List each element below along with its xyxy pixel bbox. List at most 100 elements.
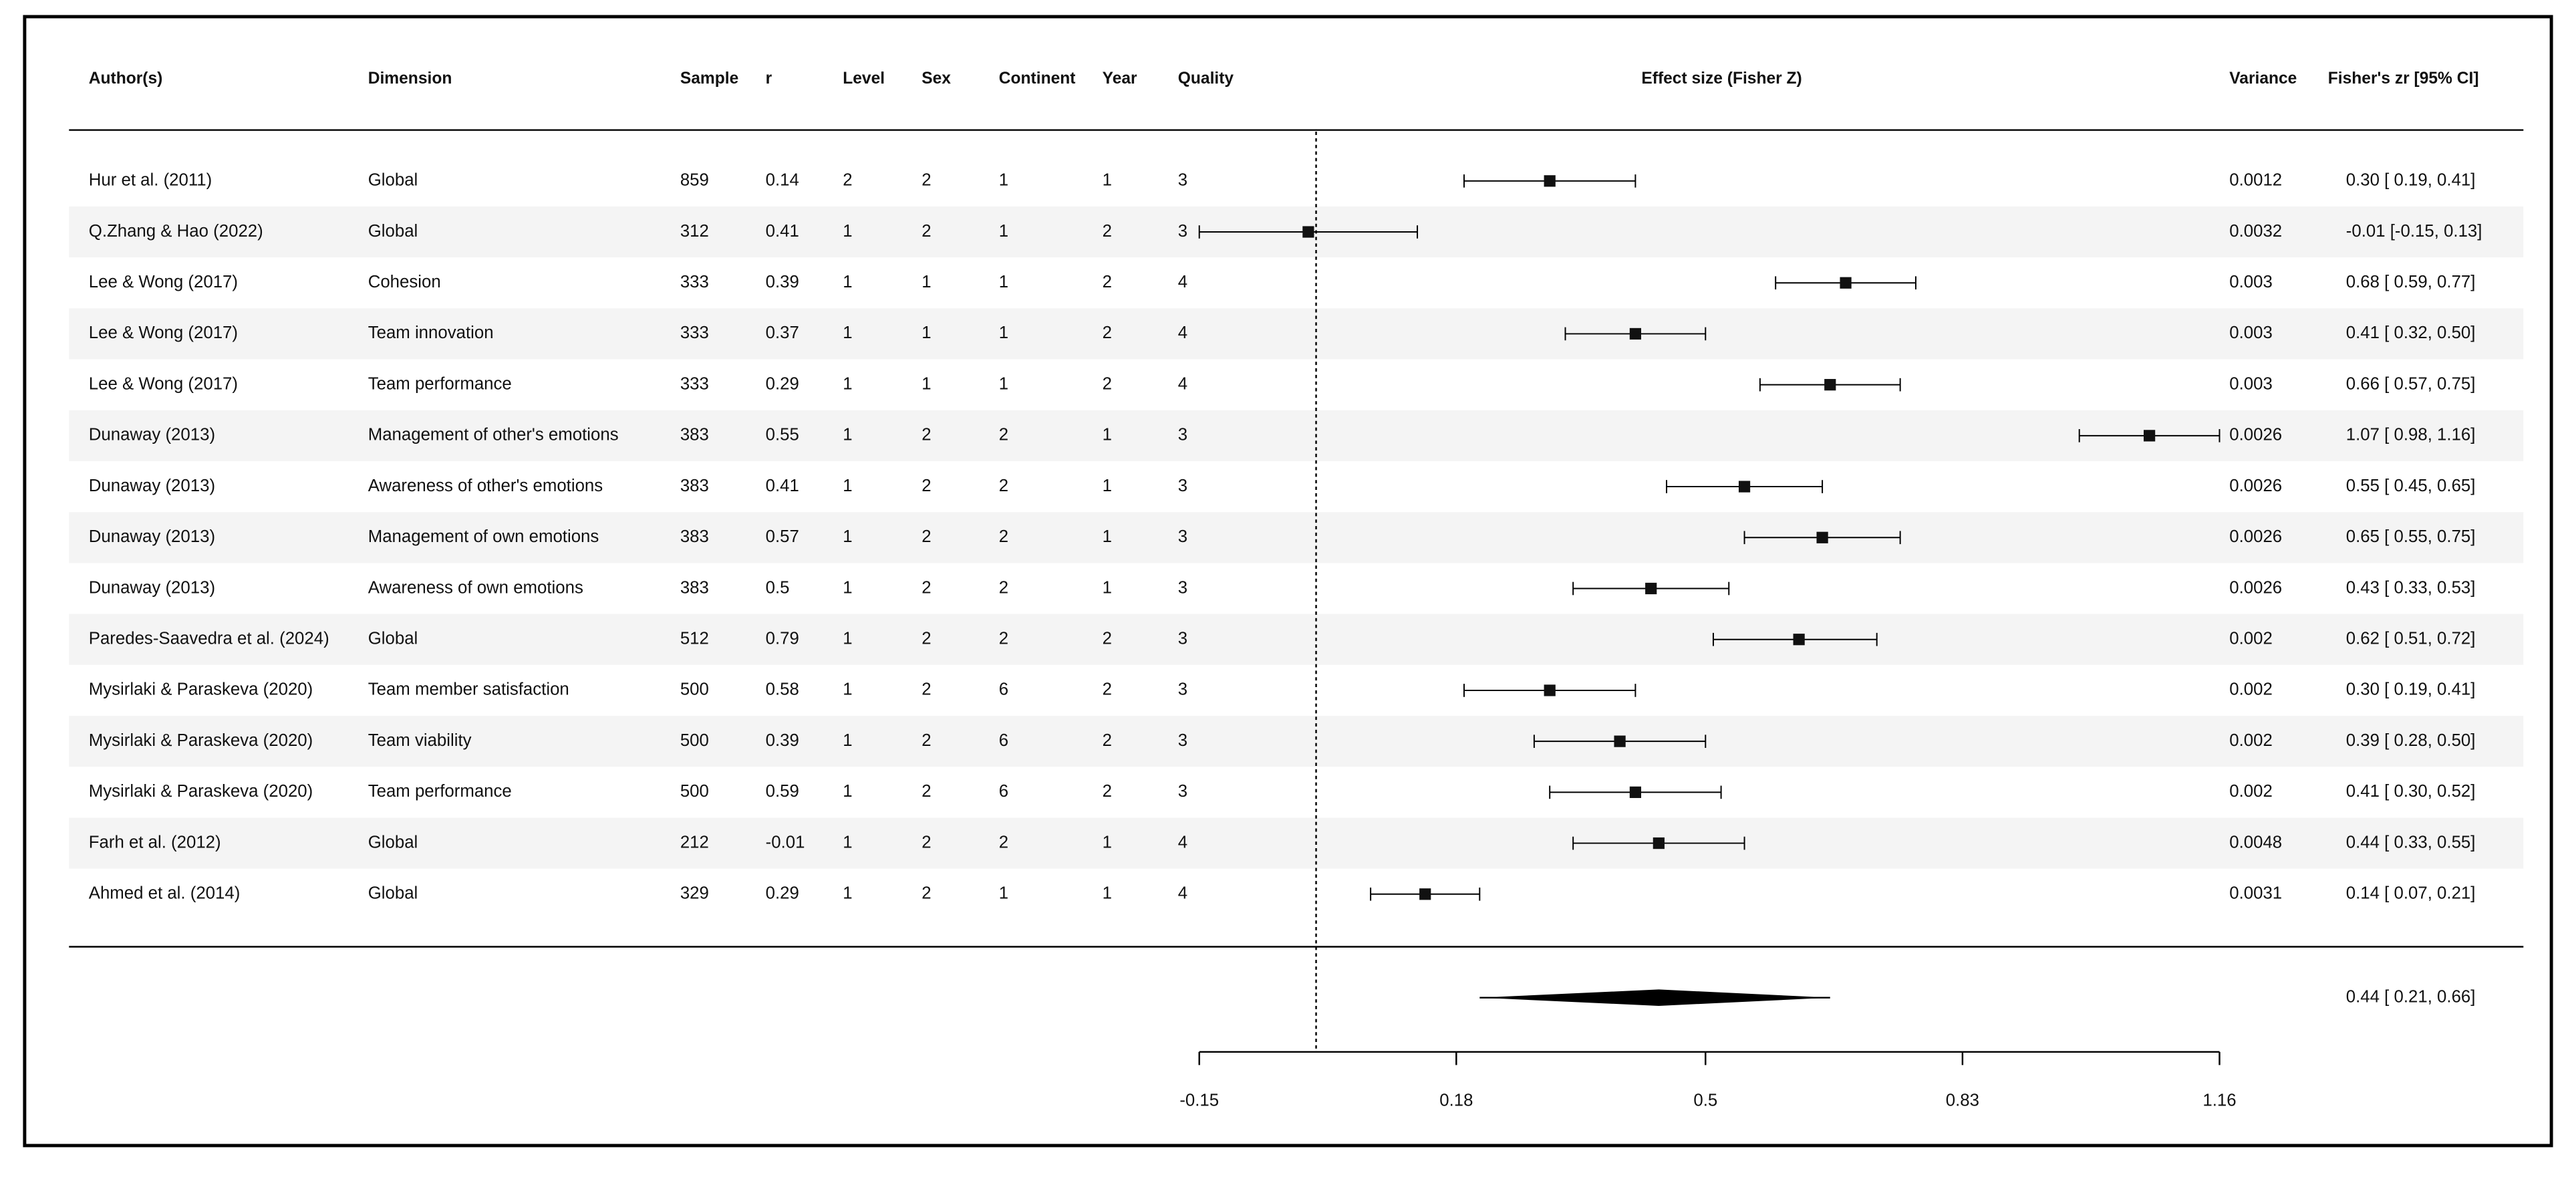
ci-label: 0.14 [ 0.07, 0.21]	[2346, 884, 2476, 903]
table-cell: 3	[1178, 630, 1187, 648]
x-tick-label: 0.83	[1946, 1091, 1979, 1109]
table-cell: 3	[1178, 477, 1187, 495]
table-cell: 0.29	[766, 884, 799, 903]
column-header: Level	[843, 70, 885, 88]
table-cell: 3	[1178, 171, 1187, 190]
row-band	[69, 716, 2524, 767]
table-cell: 4	[1178, 323, 1187, 342]
table-cell: Mysirlaki & Paraskeva (2020)	[89, 782, 313, 801]
table-cell: 1	[999, 273, 1008, 291]
variance-header: Variance	[2229, 70, 2297, 88]
table-cell: 1	[1103, 171, 1112, 190]
table-cell: 3	[1178, 731, 1187, 750]
variance: 0.003	[2229, 323, 2273, 342]
table-cell: 333	[680, 323, 709, 342]
ci-label: 0.68 [ 0.59, 0.77]	[2346, 273, 2476, 291]
variance: 0.0012	[2229, 171, 2282, 190]
table-cell: 500	[680, 731, 709, 750]
table-cell: Awareness of other's emotions	[368, 477, 603, 495]
ci-label: 1.07 [ 0.98, 1.16]	[2346, 426, 2476, 444]
effect-point	[1544, 684, 1556, 696]
ci-header: Fisher's zr [95% CI]	[2328, 70, 2479, 88]
table-cell: Global	[368, 171, 418, 190]
table-cell: 512	[680, 630, 709, 648]
table-cell: 383	[680, 527, 709, 546]
table-cell: 1	[999, 323, 1008, 342]
table-cell: 1	[843, 527, 852, 546]
table-cell: 3	[1178, 782, 1187, 801]
ci-label: 0.44 [ 0.33, 0.55]	[2346, 833, 2476, 852]
effect-point	[1302, 226, 1314, 238]
table-cell: 2	[1103, 680, 1112, 699]
column-header: Continent	[999, 70, 1076, 88]
table-cell: 2	[1103, 273, 1112, 291]
table-cell: 2	[921, 782, 931, 801]
table-cell: 212	[680, 833, 709, 852]
table-cell: 2	[1103, 731, 1112, 750]
table-cell: Dunaway (2013)	[89, 578, 215, 597]
table-cell: 1	[843, 630, 852, 648]
effect-point	[1419, 888, 1431, 900]
table-cell: 0.37	[766, 323, 799, 342]
table-cell: 0.59	[766, 782, 799, 801]
table-cell: 1	[1103, 426, 1112, 444]
table-cell: 383	[680, 578, 709, 597]
effect-point	[1653, 837, 1665, 849]
table-cell: 3	[1178, 680, 1187, 699]
table-cell: Hur et al. (2011)	[89, 171, 212, 190]
ci-label: 0.65 [ 0.55, 0.75]	[2346, 527, 2476, 546]
table-cell: 4	[1178, 374, 1187, 393]
table-cell: 2	[999, 833, 1008, 852]
table-cell: 2	[999, 477, 1008, 495]
effect-point	[1824, 379, 1836, 391]
table-cell: Management of other's emotions	[368, 426, 619, 444]
table-cell: Cohesion	[368, 273, 441, 291]
table-cell: 1	[1103, 578, 1112, 597]
variance: 0.0048	[2229, 833, 2282, 852]
column-header: Author(s)	[89, 70, 163, 88]
table-cell: Lee & Wong (2017)	[89, 273, 238, 291]
column-header: Quality	[1178, 70, 1234, 88]
table-cell: Awareness of own emotions	[368, 578, 583, 597]
table-cell: 2	[921, 630, 931, 648]
table-cell: 2	[1103, 782, 1112, 801]
table-cell: 1	[843, 731, 852, 750]
table-cell: 1	[1103, 833, 1112, 852]
table-cell: 2	[921, 477, 931, 495]
effect-point	[1816, 531, 1828, 543]
table-cell: 859	[680, 171, 709, 190]
column-header: Year	[1103, 70, 1137, 88]
table-cell: Team viability	[368, 731, 472, 750]
summary-label: 0.44 [ 0.21, 0.66]	[2346, 987, 2476, 1006]
variance: 0.003	[2229, 273, 2273, 291]
variance: 0.0032	[2229, 222, 2282, 241]
table-cell: 1	[921, 374, 931, 393]
effect-point	[2143, 430, 2156, 442]
table-cell: 3	[1178, 222, 1187, 241]
table-cell: 6	[999, 782, 1008, 801]
table-cell: 2	[921, 527, 931, 546]
table-cell: 1	[999, 171, 1008, 190]
table-cell: Team performance	[368, 374, 512, 393]
variance: 0.0026	[2229, 578, 2282, 597]
frame	[23, 15, 2553, 1148]
table-cell: 1	[843, 680, 852, 699]
table-cell: 0.57	[766, 527, 799, 546]
table-cell: 329	[680, 884, 709, 903]
effect-point	[1629, 328, 1642, 340]
variance: 0.002	[2229, 731, 2273, 750]
table-cell: 1	[843, 884, 852, 903]
table-cell: 2	[843, 171, 852, 190]
table-cell: 2	[921, 171, 931, 190]
table-cell: 1	[921, 323, 931, 342]
effect-point	[1738, 481, 1751, 493]
ci-label: -0.01 [-0.15, 0.13]	[2346, 222, 2482, 241]
table-cell: 0.29	[766, 374, 799, 393]
table-cell: 1	[999, 884, 1008, 903]
table-cell: 0.39	[766, 731, 799, 750]
variance: 0.003	[2229, 374, 2273, 393]
table-cell: 1	[843, 578, 852, 597]
table-cell: Dunaway (2013)	[89, 527, 215, 546]
